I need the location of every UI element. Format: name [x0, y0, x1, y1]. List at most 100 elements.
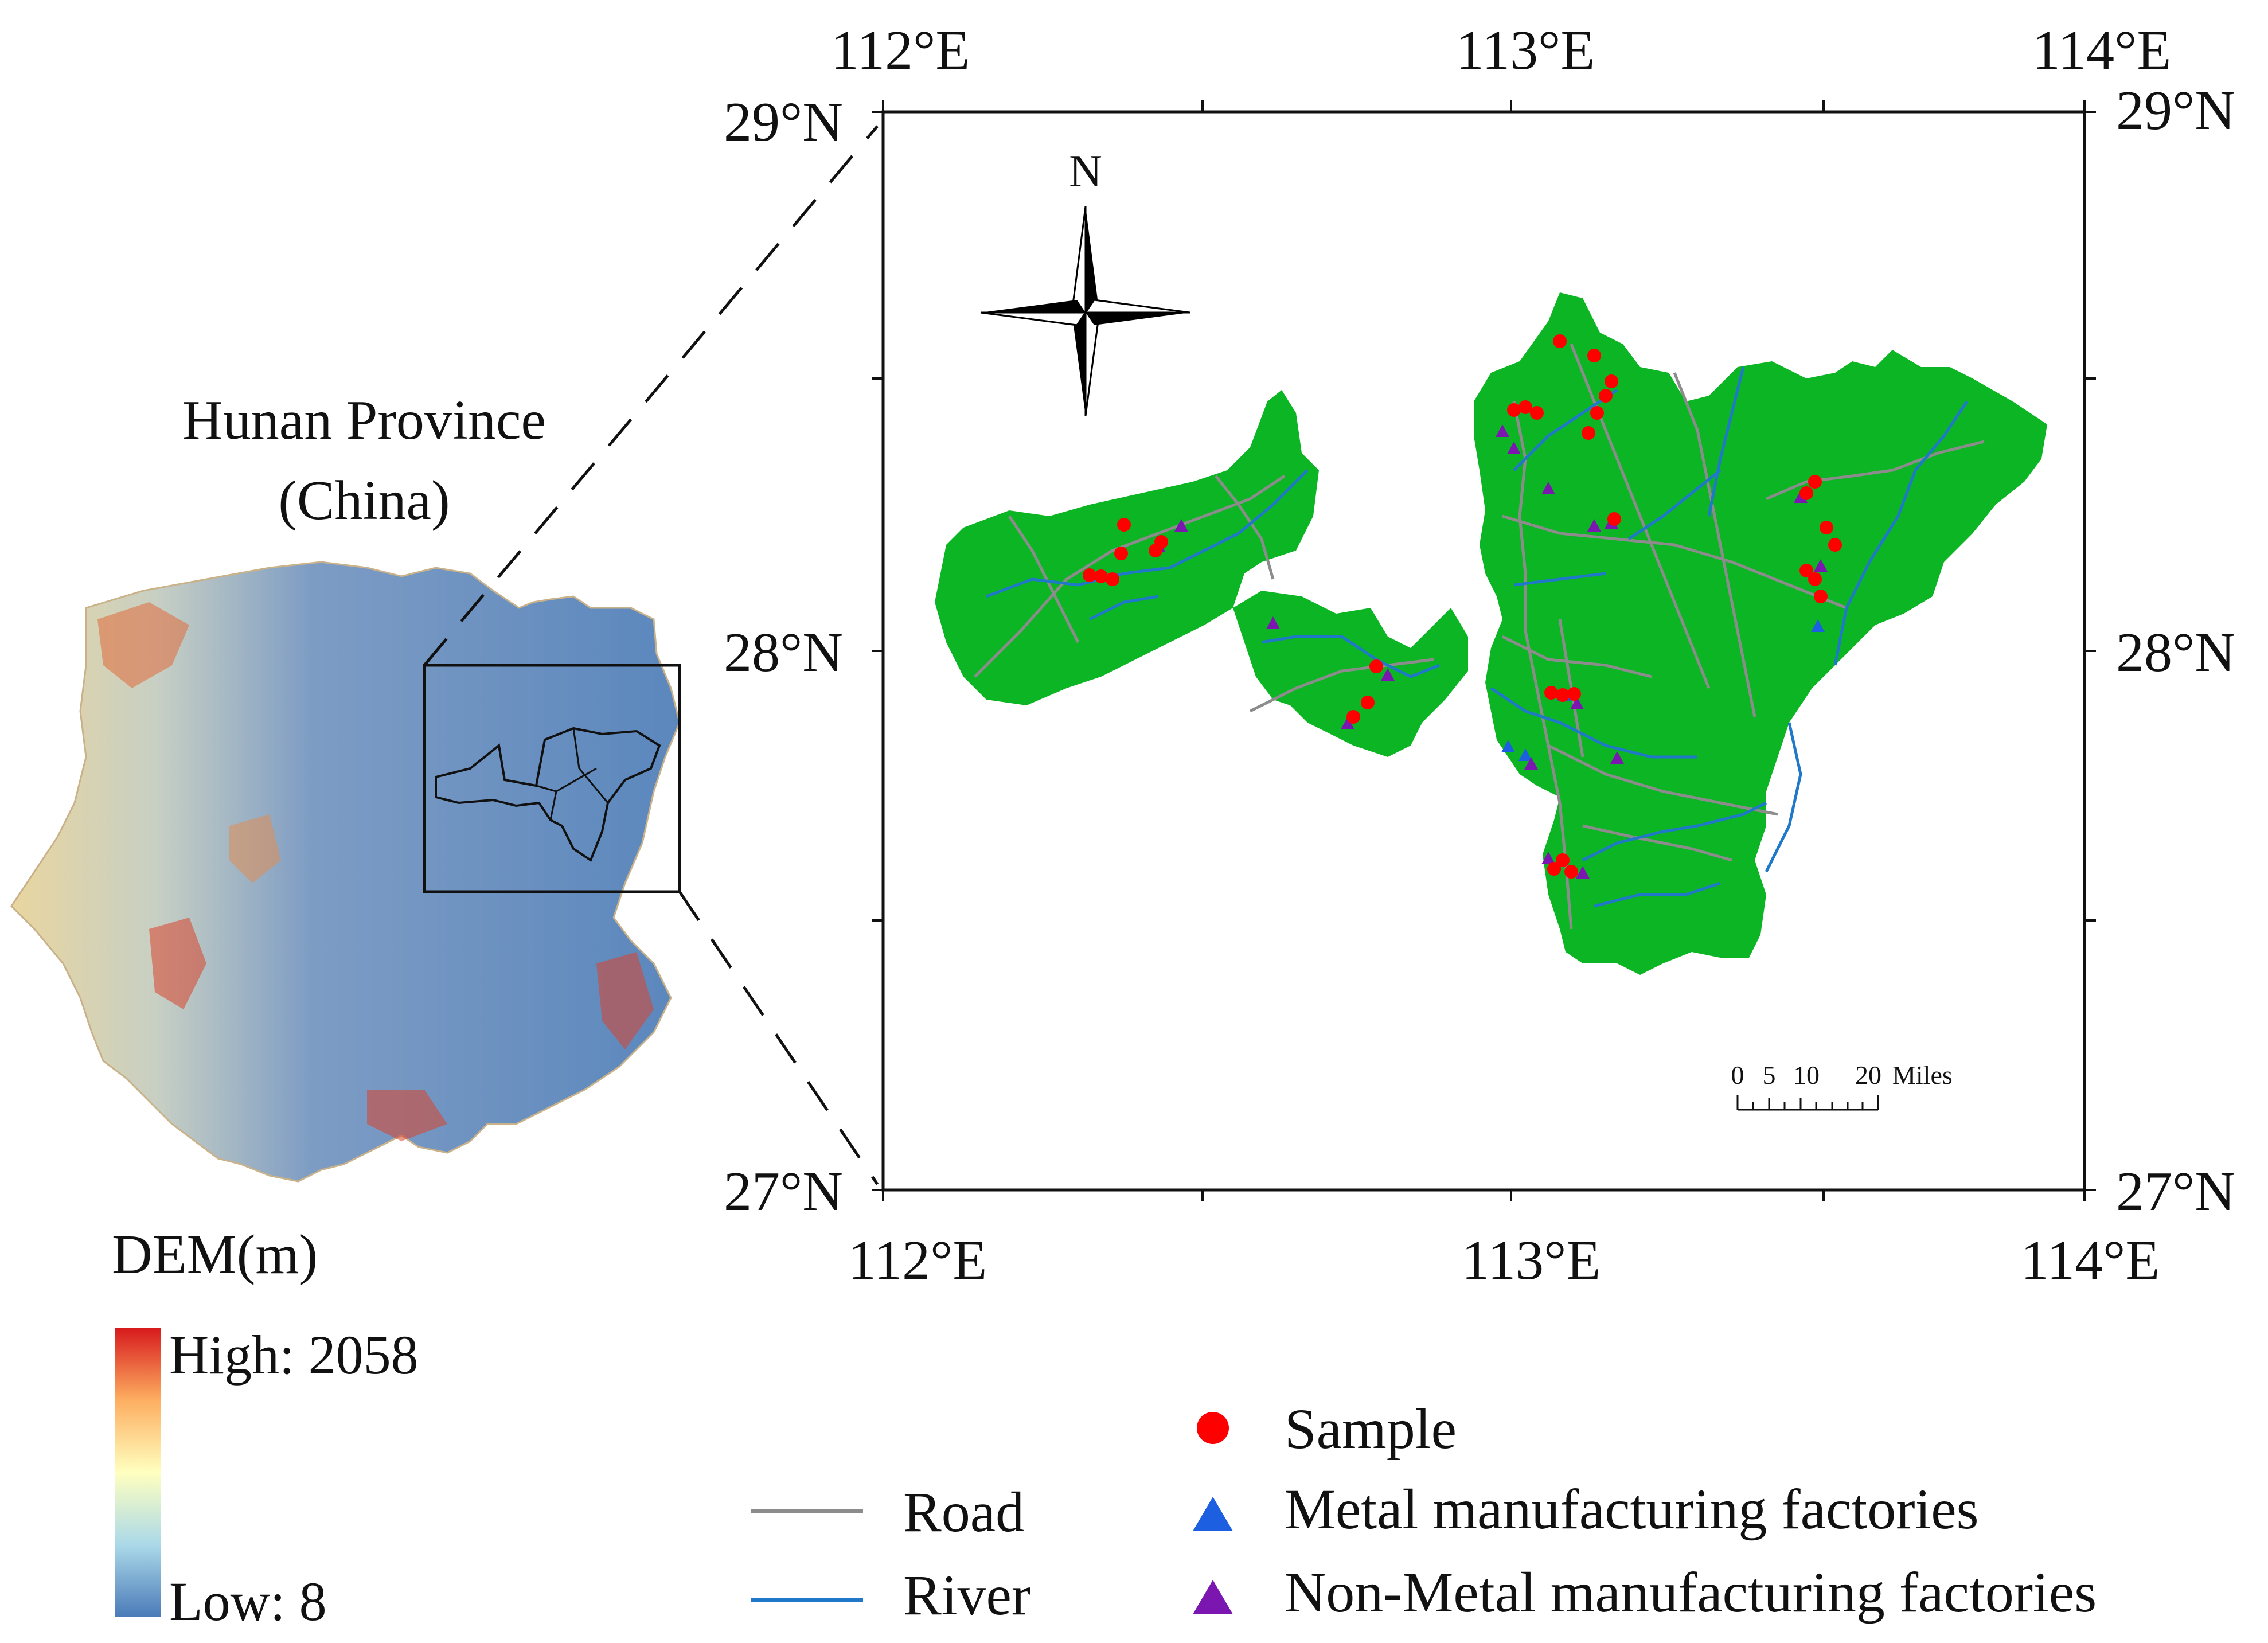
roads [974, 344, 1985, 930]
lon-bottom-112: 112°E [848, 1230, 987, 1291]
north-label: N [1069, 146, 1102, 197]
connector-line-bottom [678, 891, 879, 1185]
metal-factory [1501, 740, 1515, 752]
dem-high-label: High: 2058 [169, 1324, 419, 1386]
dem-low-label: Low: 8 [169, 1571, 327, 1632]
north-arrow: N [980, 146, 1190, 416]
lat-right-29: 29°N [2116, 80, 2235, 142]
legend-nonmetal-label: Non-Metal manufacturing factories [1285, 1560, 2097, 1624]
main-map: 112°E 113°E 114°E 112°E 113°E 114°E 29°N… [724, 19, 2235, 1291]
sample-point [1361, 696, 1375, 709]
legend-river-label: River [903, 1563, 1030, 1627]
legend-nonmetal-symbol [1193, 1580, 1233, 1614]
lat-left-27: 27°N [724, 1161, 843, 1223]
lat-left-29: 29°N [724, 91, 843, 153]
sample-point [1799, 486, 1813, 500]
sample-point [1117, 518, 1131, 532]
highland-southwest [149, 918, 206, 1009]
highland-southeast [596, 952, 654, 1049]
lat-left-28: 28°N [724, 622, 843, 684]
nonmetal-factory [1174, 519, 1188, 532]
metal-factory [1518, 748, 1532, 761]
sample-point [1814, 590, 1828, 603]
sample-point [1547, 862, 1561, 876]
nonmetal-factory [1570, 697, 1584, 709]
sample-point [1599, 389, 1613, 403]
lon-top-113: 113°E [1456, 19, 1595, 81]
sample-point [1582, 426, 1595, 440]
nonmetal-factory [1381, 668, 1395, 681]
sample-points [1083, 334, 1842, 879]
sample-point [1106, 572, 1119, 586]
dem-legend: DEM(m) High: 2058 Low: 8 [112, 1224, 419, 1632]
lon-bottom-113: 113°E [1462, 1230, 1601, 1291]
lon-top-114: 114°E [2032, 19, 2171, 81]
sample-point [1564, 865, 1578, 879]
sample-point [1553, 334, 1567, 348]
legend-metal-symbol [1193, 1497, 1233, 1531]
lat-right-28: 28°N [2116, 622, 2235, 684]
study-area-west [935, 390, 1319, 705]
sample-point [1369, 659, 1383, 673]
map-legend: Road River Sample Metal manufacturing fa… [751, 1397, 2097, 1627]
sample-point [1530, 406, 1544, 420]
metal-factory [1811, 619, 1825, 632]
sample-point [1820, 521, 1833, 534]
sample-point [1518, 400, 1532, 414]
sample-point [1567, 687, 1581, 701]
legend-metal-label: Metal manufacturing factories [1285, 1477, 1979, 1541]
legend-sample-label: Sample [1285, 1397, 1457, 1461]
sample-point [1083, 568, 1096, 582]
sample-point [1556, 688, 1570, 702]
highland-west [97, 602, 189, 688]
sample-point [1114, 547, 1128, 560]
scale-bar: 0 5 10 20 Miles [1731, 1060, 1953, 1111]
nonmetal-factory [1541, 482, 1555, 494]
sample-point [1605, 374, 1618, 388]
scale-num-10: 10 [1793, 1060, 1820, 1090]
sample-point [1346, 710, 1360, 724]
scale-num-0: 0 [1731, 1060, 1744, 1090]
nonmetal-factory [1610, 751, 1624, 764]
nonmetal-factory [1507, 442, 1521, 454]
dem-color-ramp [115, 1328, 161, 1617]
sample-point [1590, 406, 1604, 420]
overview-panel: Hunan Province (China) [10, 389, 681, 1183]
sample-point [1828, 538, 1842, 552]
scale-num-5: 5 [1763, 1060, 1776, 1090]
sample-point [1544, 686, 1558, 700]
sample-point [1556, 853, 1570, 867]
legend-road-label: Road [903, 1480, 1024, 1544]
nonmetal-factory [1496, 424, 1509, 437]
nonmetal-factory [1266, 616, 1280, 629]
sample-point [1507, 403, 1521, 417]
sample-point [1587, 349, 1601, 362]
nonmetal-factory [1587, 519, 1601, 532]
sample-point [1094, 569, 1108, 583]
nonmetal-factory [1541, 852, 1555, 864]
scale-num-20: 20 [1855, 1060, 1881, 1090]
lon-top-112: 112°E [831, 19, 970, 81]
study-area-middle [1233, 591, 1468, 757]
lon-bottom-114: 114°E [2021, 1230, 2160, 1291]
nonmetal-factory [1814, 559, 1828, 572]
study-area-east [1474, 292, 2047, 975]
legend-sample-symbol [1197, 1412, 1229, 1444]
frame-ticks [872, 100, 2096, 1201]
inset-extent-box [423, 664, 681, 893]
inset-county-boundaries [536, 728, 609, 821]
sample-point [1607, 512, 1621, 526]
highland-central [229, 814, 281, 883]
sample-point [1154, 535, 1168, 549]
rivers [986, 366, 1969, 908]
sample-point [1799, 564, 1813, 577]
overview-title-line2: (China) [278, 470, 450, 532]
connector-line-top [423, 125, 879, 666]
inset-study-area-outline [435, 727, 661, 863]
lat-right-27: 27°N [2116, 1161, 2235, 1223]
sample-point [1808, 475, 1822, 489]
highland-south [367, 1090, 447, 1141]
overview-title-line1: Hunan Province [182, 389, 546, 451]
nonmetal-factory [1341, 717, 1354, 729]
nonmetal-factory [1524, 757, 1538, 770]
